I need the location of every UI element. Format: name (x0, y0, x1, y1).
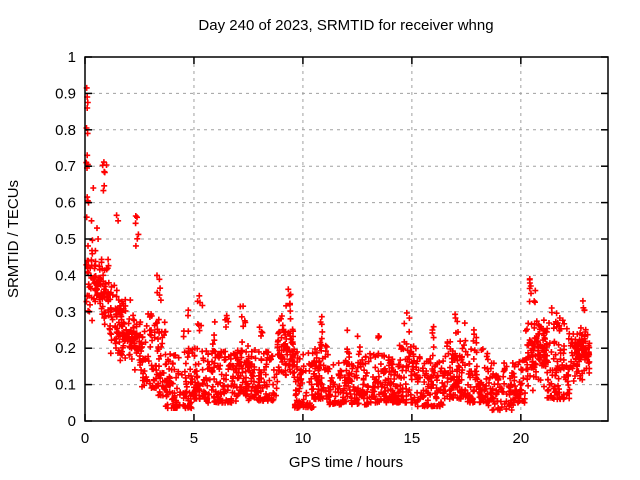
scatter-points-layer (83, 84, 593, 414)
x-axis-label: GPS time / hours (289, 454, 403, 471)
y-tick-label: 0.2 (55, 340, 76, 357)
y-tick-label: 0.1 (55, 377, 76, 394)
labels-layer: 0 5 10 15 20 0 0.1 0.2 0.3 0.4 0.5 0.6 0.7 0.8 0.9 1 (55, 49, 529, 447)
x-tick-label: 0 (81, 430, 89, 447)
y-tick-label: 0.4 (55, 267, 76, 284)
scatter-points (83, 84, 593, 414)
y-tick-label: 0.9 (55, 85, 76, 102)
y-tick-label: 0.7 (55, 158, 76, 175)
x-tick-label: 20 (512, 430, 529, 447)
y-tick-label: 0.5 (55, 231, 76, 248)
y-tick-label: 1 (68, 49, 76, 66)
x-tick-label: 5 (190, 430, 198, 447)
chart-title: Day 240 of 2023, SRMTID for receiver whn… (198, 17, 493, 34)
x-tick-label: 10 (295, 430, 312, 447)
y-tick-label: 0.8 (55, 122, 76, 139)
y-tick-label: 0.3 (55, 304, 76, 321)
y-tick-label: 0.6 (55, 195, 76, 212)
y-tick-label: 0 (68, 413, 76, 430)
plot-frame (84, 56, 609, 422)
y-axis-label: SRMTID / TECUs (5, 180, 22, 298)
x-tick-label: 15 (404, 430, 421, 447)
